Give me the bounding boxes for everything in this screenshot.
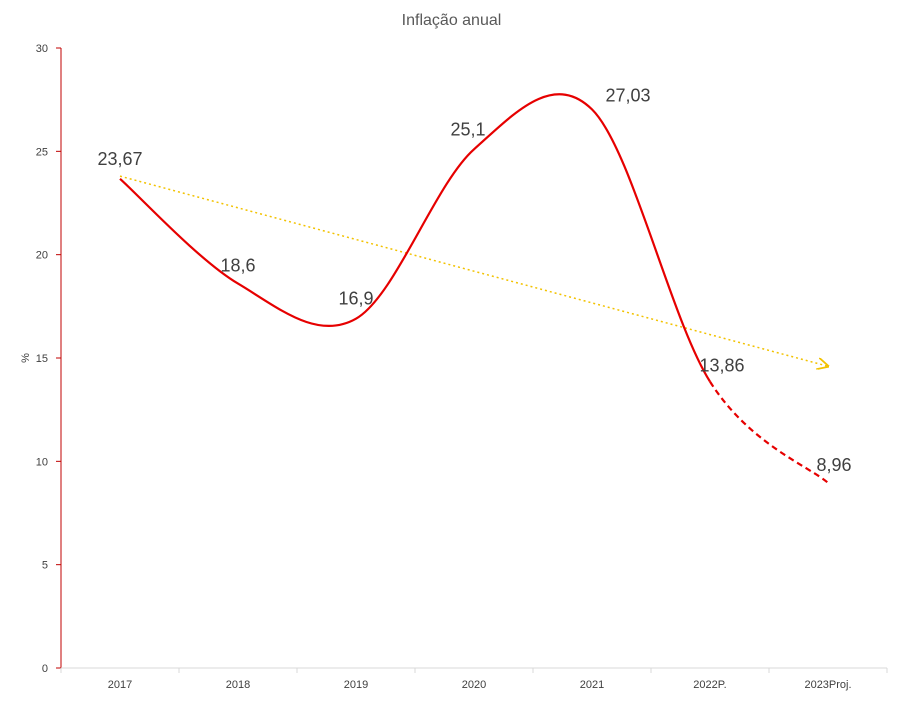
x-tick-label: 2023Proj. [804,679,851,691]
x-tick-label: 2018 [226,679,250,691]
data-label: 23,67 [97,149,142,169]
data-label: 8,96 [816,455,851,475]
data-label: 25,1 [450,119,485,139]
trendline [119,175,828,366]
x-tick-label: 2017 [108,679,132,691]
y-tick-label: 0 [42,663,48,675]
series-line-projection [709,381,829,484]
y-tick-label: 25 [36,146,48,158]
data-label: 13,86 [699,356,744,376]
data-label: 18,6 [220,256,255,276]
series-line [119,93,711,383]
x-tick-label: 2022P. [693,679,726,691]
y-tick-label: 15 [36,353,48,365]
y-tick-label: 5 [42,560,48,572]
data-label: 27,03 [605,85,650,105]
x-tick-label: 2019 [344,679,368,691]
y-tick-label: 30 [36,43,48,55]
chart-title: Inflação anual [401,12,502,29]
data-label: 16,9 [338,289,373,309]
y-tick-label: 20 [36,250,48,262]
x-tick-label: 2021 [580,679,604,691]
y-tick-label: 10 [36,456,48,468]
y-axis-title: % [20,353,32,363]
x-tick-label: 2020 [462,679,486,691]
